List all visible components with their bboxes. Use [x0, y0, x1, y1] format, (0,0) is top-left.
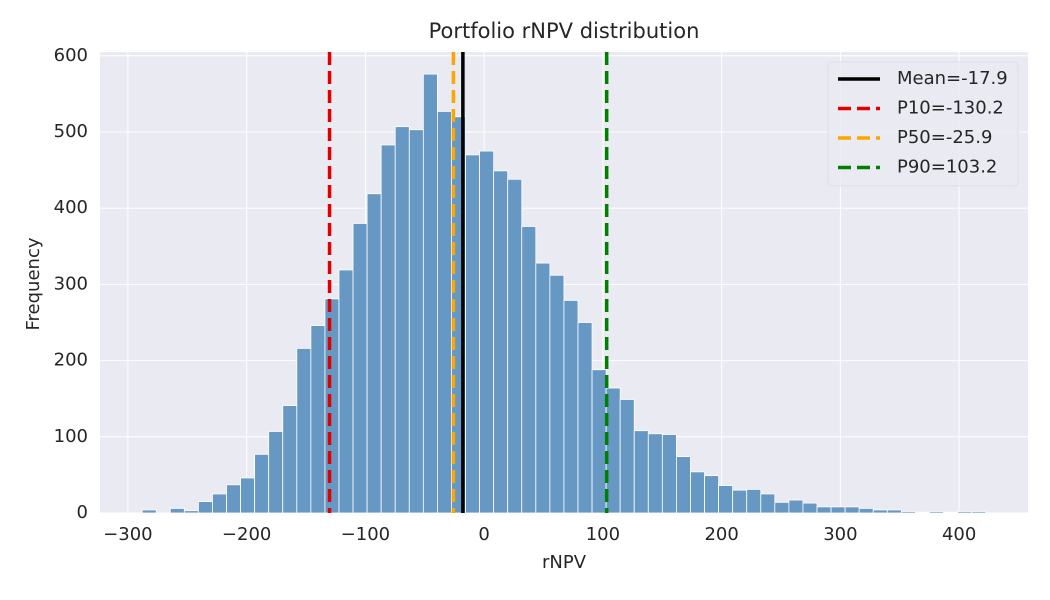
bar: [310, 325, 326, 514]
bar: [633, 430, 649, 514]
bar: [957, 511, 973, 514]
bar: [816, 506, 832, 514]
bar: [324, 298, 340, 514]
bar: [479, 150, 495, 514]
x-tick-label: −200: [222, 524, 271, 545]
bar: [352, 223, 368, 514]
bar: [338, 269, 354, 514]
bar: [676, 456, 691, 514]
bar: [929, 511, 944, 514]
bar: [437, 111, 452, 514]
bar: [535, 262, 551, 514]
bar: [366, 193, 382, 514]
bar: [690, 471, 705, 514]
x-axis-label: rNPV: [542, 552, 587, 573]
bar: [943, 511, 959, 514]
bar: [788, 499, 804, 514]
bar: [971, 511, 987, 514]
bar: [577, 322, 593, 514]
bar: [141, 509, 157, 514]
bar: [408, 129, 424, 514]
bar: [240, 477, 256, 514]
y-tick-label: 200: [54, 350, 88, 371]
legend-box: [827, 61, 1019, 187]
bar: [647, 433, 663, 514]
bar: [886, 509, 902, 514]
bar: [169, 508, 185, 514]
bar: [774, 501, 790, 514]
bar: [254, 453, 270, 514]
bar: [858, 508, 874, 514]
legend-label: Mean=-17.9: [897, 68, 1008, 89]
chart-title: Portfolio rNPV distribution: [429, 19, 700, 43]
bar: [802, 502, 818, 514]
bar: [661, 434, 677, 514]
bar: [732, 489, 748, 514]
bar: [394, 126, 410, 514]
y-axis-label: Frequency: [23, 237, 44, 330]
bar: [212, 493, 227, 514]
bar: [900, 511, 916, 514]
bar: [549, 274, 565, 514]
y-tick-label: 300: [54, 273, 88, 294]
bar: [507, 178, 523, 514]
x-tick-label: 0: [478, 524, 489, 545]
bar: [493, 170, 509, 514]
y-tick-label: 100: [54, 426, 88, 447]
y-tick-label: 500: [54, 121, 88, 142]
bar: [296, 348, 312, 514]
bar: [465, 154, 480, 514]
bar: [619, 399, 635, 514]
bar: [380, 144, 396, 514]
bar: [521, 226, 537, 514]
x-tick-label: −100: [341, 524, 390, 545]
legend-label: P10=-130.2: [897, 98, 1004, 119]
x-tick-label: 200: [704, 524, 738, 545]
bar: [746, 488, 762, 514]
y-tick-label: 0: [77, 502, 88, 523]
bar: [563, 300, 579, 514]
bar: [872, 509, 888, 514]
legend-label: P50=-25.9: [897, 127, 992, 148]
bar: [718, 485, 734, 514]
bar: [760, 493, 776, 514]
bar: [183, 510, 199, 514]
x-tick-label: 100: [586, 524, 620, 545]
bar: [197, 501, 213, 514]
legend-label: P90=103.2: [897, 157, 997, 178]
y-tick-label: 600: [54, 45, 88, 66]
bar: [844, 506, 860, 514]
bar: [591, 369, 607, 514]
bar: [422, 73, 438, 514]
x-tick-label: 300: [823, 524, 857, 545]
bar: [915, 511, 930, 514]
bar: [704, 475, 719, 514]
bar: [282, 405, 298, 514]
bar: [268, 431, 284, 514]
x-tick-label: −300: [103, 524, 152, 545]
x-tick-label: 400: [942, 524, 976, 545]
y-tick-label: 400: [54, 197, 88, 218]
bar: [830, 506, 846, 514]
bar: [226, 484, 241, 514]
